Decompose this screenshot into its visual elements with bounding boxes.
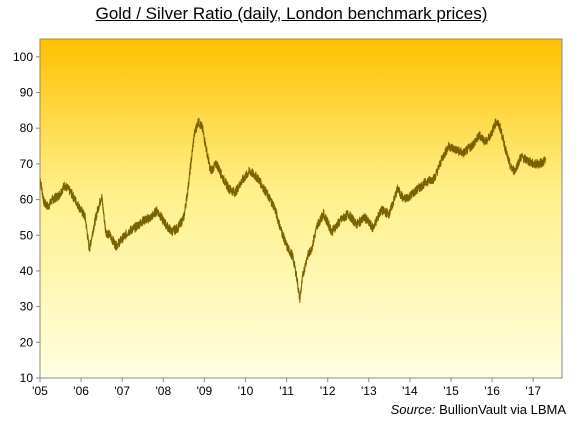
x-tick-label: '14 (402, 384, 418, 398)
x-tick-label: '13 (361, 384, 377, 398)
y-tick-label: 30 (20, 300, 34, 314)
x-tick-label: '10 (238, 384, 254, 398)
y-tick-label: 70 (20, 157, 34, 171)
y-tick-label: 100 (13, 50, 33, 64)
y-tick-label: 60 (20, 193, 34, 207)
y-tick-label: 40 (20, 264, 34, 278)
x-tick-label: '17 (525, 384, 541, 398)
y-tick-label: 50 (20, 228, 34, 242)
series-group (39, 117, 547, 303)
y-tick-label: 20 (20, 335, 34, 349)
x-tick-label: '08 (155, 384, 171, 398)
y-tick-label: 10 (20, 371, 34, 385)
x-axis: '05 '06 '07 '08 '09 '10 '11 '12 '13 '14 '15 '16 '17 (32, 378, 541, 398)
plot-area (39, 38, 563, 379)
x-tick-label: '05 (32, 384, 48, 398)
x-tick-label: '15 (443, 384, 459, 398)
source-text: BullionVault via LBMA (439, 402, 566, 417)
source-label: Source: (390, 402, 436, 417)
x-tick-label: '12 (320, 384, 336, 398)
x-tick-label: '11 (279, 384, 294, 398)
y-axis: 10 20 30 40 50 60 70 80 90 100 (13, 50, 40, 385)
y-tick-label: 80 (20, 121, 34, 135)
y-tick-label: 90 (20, 86, 34, 100)
x-tick-label: '09 (197, 384, 213, 398)
series-line (39, 117, 547, 303)
x-tick-label: '06 (73, 384, 89, 398)
x-tick-label: '07 (114, 384, 130, 398)
chart-title: Gold / Silver Ratio (daily, London bench… (95, 4, 488, 23)
x-tick-label: '16 (484, 384, 500, 398)
chart-source: Source: BullionVault via LBMA (391, 402, 566, 417)
